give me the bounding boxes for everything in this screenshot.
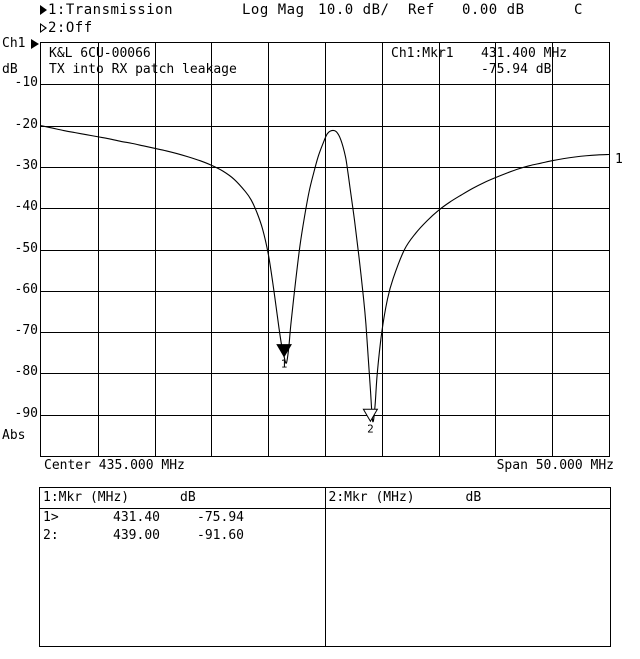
trace2-status[interactable]: 2:Off (40, 20, 93, 36)
marker-id-cell: 1> (43, 510, 59, 525)
reference-word-label: Ref (408, 2, 435, 18)
marker-frequency-cell: 439.00 (113, 528, 160, 543)
marker-table[interactable]: 1:Mkr (MHz) dB 1> 431.40 -75.94 2: 439.00 -91.6… (39, 487, 326, 647)
status-header: 1:Transmission 2:Off Log Mag 10.0 dB/ Re… (0, 0, 640, 40)
y-axis-tick-label: -70 (14, 323, 38, 339)
trace1-status[interactable]: 1:Transmission (40, 2, 173, 18)
marker-number-label: 1 (281, 358, 288, 371)
marker-readout-frequency: 431.400 MHz (481, 46, 568, 61)
y-axis-tick-label: -90 (14, 405, 38, 421)
trace-path (41, 125, 609, 423)
graph-title-line1: K&L 6CU-00066 (49, 46, 151, 61)
marker-tables: 1:Mkr (MHz) dB 1> 431.40 -75.94 2: 439.00 -91.6… (39, 487, 611, 647)
marker-amplitude-cell: -91.60 (197, 528, 244, 543)
marker-table-header-db: dB (465, 490, 482, 505)
x-axis-center-label[interactable]: Center 435.000 MHz (44, 458, 185, 473)
scale-per-division-label[interactable]: 10.0 dB/ (318, 2, 390, 18)
trace-line (41, 125, 609, 423)
sweep-mode-label: Abs (2, 428, 26, 443)
trace-markers: 12 (276, 344, 379, 435)
marker-table-row[interactable]: 2: 439.00 -91.60 (40, 527, 325, 545)
marker-table-header-db: dB (180, 490, 196, 505)
marker-table-header: 2:Mkr (MHz) dB (325, 488, 610, 509)
y-axis-unit-label: dB (2, 62, 18, 77)
marker-table-body: 1> 431.40 -75.94 2: 439.00 -91.60 (40, 509, 325, 545)
x-axis-span-label[interactable]: Span 50.000 MHz (496, 458, 614, 473)
y-axis-tick-label: -60 (14, 281, 38, 297)
marker-triangle-icon[interactable] (276, 344, 292, 358)
channel-reference-arrow-icon (31, 39, 39, 49)
marker-amplitude-cell: -75.94 (197, 510, 244, 525)
trace-graph: 12 (41, 43, 609, 456)
y-axis-tick-label: -80 (14, 364, 38, 380)
marker-table-header: 1:Mkr (MHz) dB (40, 488, 325, 509)
marker-table-row[interactable]: 1> 431.40 -75.94 (40, 509, 325, 527)
y-axis-ticks: -10 -20 -30 -40 -50 -60 -70 -80 -90 (0, 0, 38, 659)
y-axis-tick-label: -50 (14, 240, 38, 256)
format-label[interactable]: Log Mag (242, 2, 305, 18)
marker-table[interactable]: 2:Mkr (MHz) dB (325, 487, 611, 647)
solid-right-triangle-icon (40, 5, 47, 15)
y-axis-tick-label: -40 (14, 199, 38, 215)
grid-lines (41, 43, 609, 456)
y-axis-tick-label: -20 (14, 116, 38, 132)
trace1-label: 1:Transmission (48, 2, 174, 18)
hollow-right-triangle-icon (40, 23, 47, 33)
channel-label: Ch1 (2, 36, 26, 51)
marker-readout-channel: Ch1:Mkr1 (391, 46, 454, 61)
marker-frequency-cell: 431.40 (113, 510, 160, 525)
marker-table-header-label: 2:Mkr (MHz) (328, 490, 415, 505)
marker-number-label: 2 (367, 422, 374, 435)
marker-table-header-label: 1:Mkr (MHz) (43, 490, 130, 505)
trace2-label: 2:Off (48, 20, 93, 36)
marker-id-cell: 2: (43, 528, 59, 543)
y-axis-tick-label: -10 (14, 75, 38, 91)
reference-level-indicator: 1 (615, 152, 623, 167)
y-axis-tick-label: -30 (14, 157, 38, 173)
marker-readout-amplitude: -75.94 dB (481, 62, 552, 77)
marker-triangle-icon[interactable] (362, 408, 379, 423)
graph-title-line2: TX into RX patch leakage (49, 62, 237, 77)
correction-flag-label: C (574, 2, 583, 18)
reference-value-label[interactable]: 0.00 dB (462, 2, 525, 18)
